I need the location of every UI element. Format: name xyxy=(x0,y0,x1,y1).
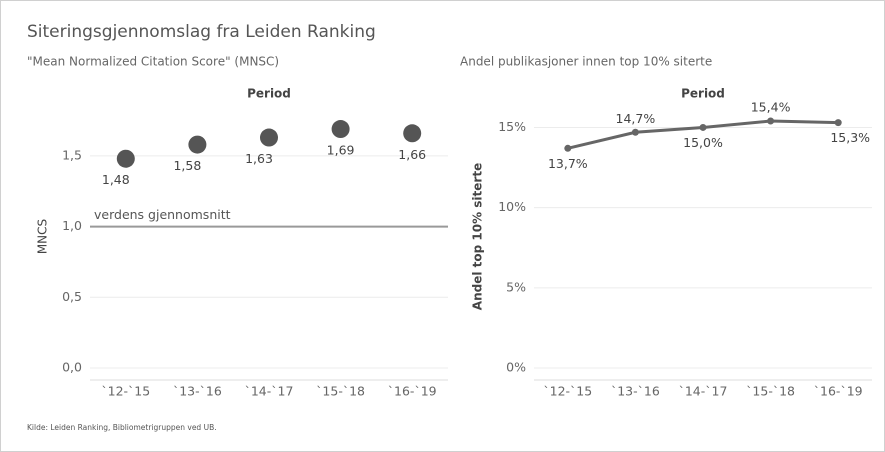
y-axis-label: MNCS xyxy=(36,219,50,254)
point xyxy=(564,144,572,152)
x-tick-label: `14-`17 xyxy=(679,384,728,399)
x-tick-label: `15-`18 xyxy=(316,384,365,399)
data-label: 13,7% xyxy=(548,156,588,171)
dot xyxy=(188,135,207,154)
data-label: 1,69 xyxy=(327,143,355,158)
x-tick-label: `16-`19 xyxy=(814,384,863,399)
point xyxy=(631,128,639,136)
data-label: 15,0% xyxy=(683,135,723,150)
dot xyxy=(116,149,135,168)
y-tick-label: 15% xyxy=(498,119,526,134)
y-tick-label: 0,0 xyxy=(62,360,82,375)
column-header: Period xyxy=(247,87,291,101)
data-label: 1,58 xyxy=(173,158,201,173)
chart-subtitle: Andel publikasjoner innen top 10% sitert… xyxy=(460,55,712,69)
y-tick-label: 1,0 xyxy=(62,218,82,233)
column-header: Period xyxy=(681,87,725,101)
y-tick-label: 10% xyxy=(498,199,526,214)
reference-label: verdens gjennomsnitt xyxy=(94,207,231,222)
data-label: 1,63 xyxy=(245,151,273,166)
data-label: 15,3% xyxy=(830,130,870,145)
data-label: 14,7% xyxy=(616,111,656,126)
y-tick-label: 5% xyxy=(506,279,526,294)
point xyxy=(834,119,842,127)
x-tick-label: `15-`18 xyxy=(746,384,795,399)
dot xyxy=(331,120,350,139)
x-tick-label: `12-`15 xyxy=(543,384,592,399)
y-tick-label: 1,5 xyxy=(62,147,82,162)
data-label: 1,66 xyxy=(398,147,426,162)
point xyxy=(767,117,775,125)
x-tick-label: `14-`17 xyxy=(245,384,294,399)
dot xyxy=(260,128,278,147)
dot xyxy=(403,124,422,143)
footer: Kilde: Leiden Ranking, Bibliometrigruppe… xyxy=(27,423,217,432)
data-label: 15,4% xyxy=(751,100,791,115)
x-tick-label: `13-`16 xyxy=(173,384,222,399)
y-tick-label: 0% xyxy=(506,360,526,375)
chart-subtitle: "Mean Normalized Citation Score" (MNSC) xyxy=(27,55,279,69)
x-tick-label: `12-`15 xyxy=(101,384,150,399)
y-axis-label: Andel top 10% siterte xyxy=(471,163,485,310)
x-tick-label: `13-`16 xyxy=(611,384,660,399)
x-tick-label: `16-`19 xyxy=(388,384,437,399)
point xyxy=(699,123,707,131)
data-label: 1,48 xyxy=(102,172,130,187)
dashboard-title: Siteringsgjennomslag fra Leiden Ranking xyxy=(27,22,376,42)
y-tick-label: 0,5 xyxy=(62,289,82,304)
